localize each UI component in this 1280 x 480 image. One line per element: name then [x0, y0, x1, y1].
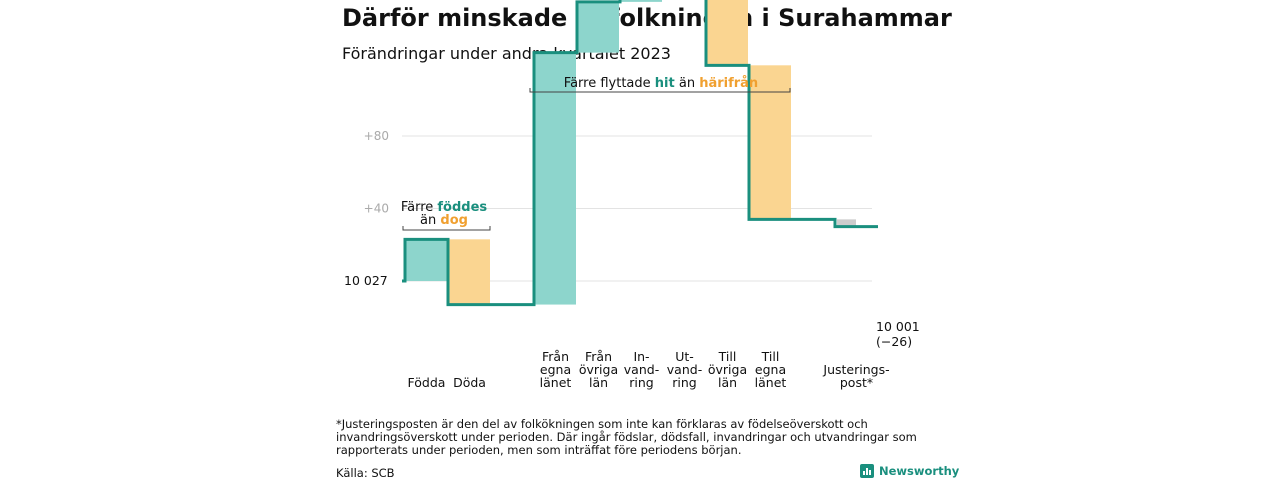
category-label: In- — [633, 349, 649, 364]
annotation-moves-bracket — [529, 88, 791, 93]
waterfall-bar — [535, 52, 576, 305]
category-label: vand- — [624, 362, 659, 377]
annotation-text: Färre — [401, 200, 438, 215]
waterfall-bar — [707, 0, 748, 66]
category-label: övriga — [579, 362, 618, 377]
waterfall-bar — [621, 0, 662, 2]
category-label: Från — [542, 349, 569, 364]
category-label: länet — [540, 375, 572, 390]
waterfall-bar — [406, 239, 447, 281]
category-label: län — [589, 375, 608, 390]
end-change-label: (−26) — [876, 334, 912, 349]
waterfall-bar — [449, 239, 490, 305]
category-label: egna — [755, 362, 786, 377]
annotation-emphasis: föddes — [437, 200, 487, 215]
start-value-label: 10 027 — [344, 273, 388, 288]
category-label: Ut- — [675, 349, 694, 364]
category-label: ring — [672, 375, 696, 390]
annotation-emphasis: hit — [655, 76, 675, 91]
annotation-text: än — [420, 213, 440, 228]
waterfall-bar — [837, 219, 856, 227]
footnote: *Justeringsposten är den del av folkökni… — [336, 417, 917, 457]
end-value-label: 10 001 — [876, 319, 920, 334]
category-label: Till — [761, 349, 780, 364]
category-label: Justerings- — [822, 362, 889, 377]
brand-name: Newsworthy — [879, 464, 960, 478]
annotation-births-line2: än dog — [420, 213, 468, 228]
annotation-emphasis: dog — [440, 213, 468, 228]
annotation-births-bracket — [402, 226, 491, 231]
category-label: övriga — [708, 362, 747, 377]
brand-logo: Newsworthy — [860, 464, 959, 478]
y-tick-label: +80 — [364, 129, 389, 143]
category-label: post* — [840, 375, 873, 390]
category-label: Från — [585, 349, 612, 364]
annotation-births-line1: Färre föddes — [401, 200, 488, 215]
annotation-text: än — [675, 76, 699, 91]
cumulative-step-line — [402, 0, 878, 307]
chart-title: Därför minskade befolkningen i Surahamma… — [342, 4, 952, 32]
category-label: Födda — [408, 375, 446, 390]
category-label: länet — [755, 375, 787, 390]
annotation-text: Färre flyttade — [564, 76, 655, 91]
category-label: egna — [540, 362, 571, 377]
newsworthy-logo-icon — [860, 464, 874, 478]
category-label: ring — [629, 375, 653, 390]
y-tick-label: +40 — [364, 202, 389, 216]
category-label: län — [718, 375, 737, 390]
category-label: Döda — [453, 375, 486, 390]
waterfall-bar — [750, 65, 791, 220]
category-label: vand- — [667, 362, 702, 377]
source-text: Källa: SCB — [336, 466, 395, 480]
annotation-emphasis: härifrån — [699, 76, 758, 91]
waterfall-bar — [578, 1, 619, 53]
category-label: Till — [718, 349, 737, 364]
annotation-moves: Färre flyttade hit än härifrån — [564, 76, 758, 91]
